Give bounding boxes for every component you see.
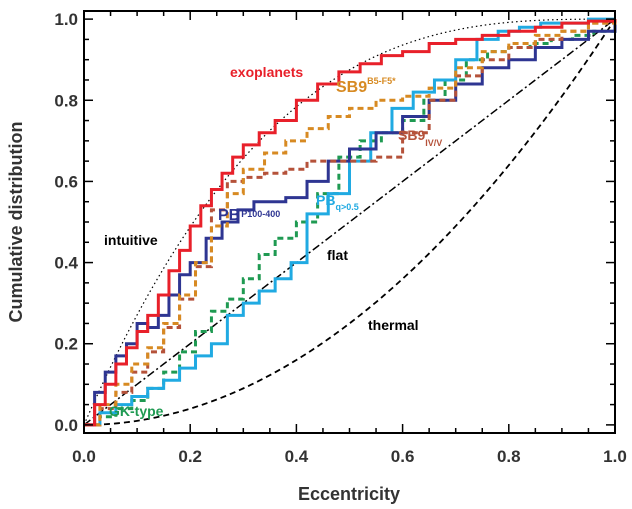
curves-layer <box>83 17 617 427</box>
label-pb-main: PB <box>218 207 240 224</box>
y-axis-label: Cumulative distribution <box>6 121 26 322</box>
label-sb9-main: SB9 <box>336 79 367 96</box>
x-tick-label: 0.6 <box>391 447 415 466</box>
x-tick-label: 0.4 <box>285 447 309 466</box>
reference-curve-flat <box>83 18 616 426</box>
reference-curve-thermal <box>83 18 616 426</box>
tick-labels: 0.0 0.2 0.4 0.6 0.8 1.0 0.0 0.2 0.4 0.6 0.8 1.0 <box>54 10 626 466</box>
label-pb-p100-400: PBP100-400 <box>218 207 280 224</box>
y-tick-label: 0.6 <box>54 172 78 191</box>
y-tick-label: 0.2 <box>54 335 78 354</box>
label-pbq-sub: q>0.5 <box>335 202 358 212</box>
y-tick-label: 1.0 <box>54 10 78 29</box>
label-sb9-sup: B5-F5* <box>367 76 396 86</box>
label-pb-sub: P100-400 <box>241 209 280 219</box>
x-tick-label: 0.2 <box>178 447 202 466</box>
reference-curve-intuitive <box>83 18 615 426</box>
axis-ticks <box>83 11 616 433</box>
y-tick-label: 0.4 <box>54 254 78 273</box>
label-sb9iv-sub: IV/V <box>425 138 442 148</box>
label-sb9-ivv: SB9IV/V <box>398 127 442 148</box>
x-tick-label: 1.0 <box>603 447 627 466</box>
series-sb9-b5-f5- <box>84 19 617 427</box>
label-gk-type: GK-type <box>109 403 164 419</box>
series-pb-q-0-5 <box>84 17 615 427</box>
x-axis-label: Eccentricity <box>298 484 400 504</box>
label-sb9-b5f5: SB9B5-F5* <box>336 76 396 96</box>
plot-frame <box>83 10 616 434</box>
label-intuitive: intuitive <box>104 232 158 248</box>
label-thermal: thermal <box>368 317 419 333</box>
label-pbq-main: PB <box>316 192 335 208</box>
x-tick-label: 0.8 <box>497 447 521 466</box>
x-tick-label: 0.0 <box>72 447 96 466</box>
y-tick-label: 0.0 <box>54 416 78 435</box>
label-exoplanets: exoplanets <box>230 64 303 80</box>
label-flat: flat <box>327 247 348 263</box>
series-exoplanets <box>84 19 617 427</box>
label-sb9iv-main: SB9 <box>398 127 425 143</box>
label-pb-q05: PBq>0.5 <box>316 192 359 212</box>
y-tick-label: 0.8 <box>54 91 78 110</box>
